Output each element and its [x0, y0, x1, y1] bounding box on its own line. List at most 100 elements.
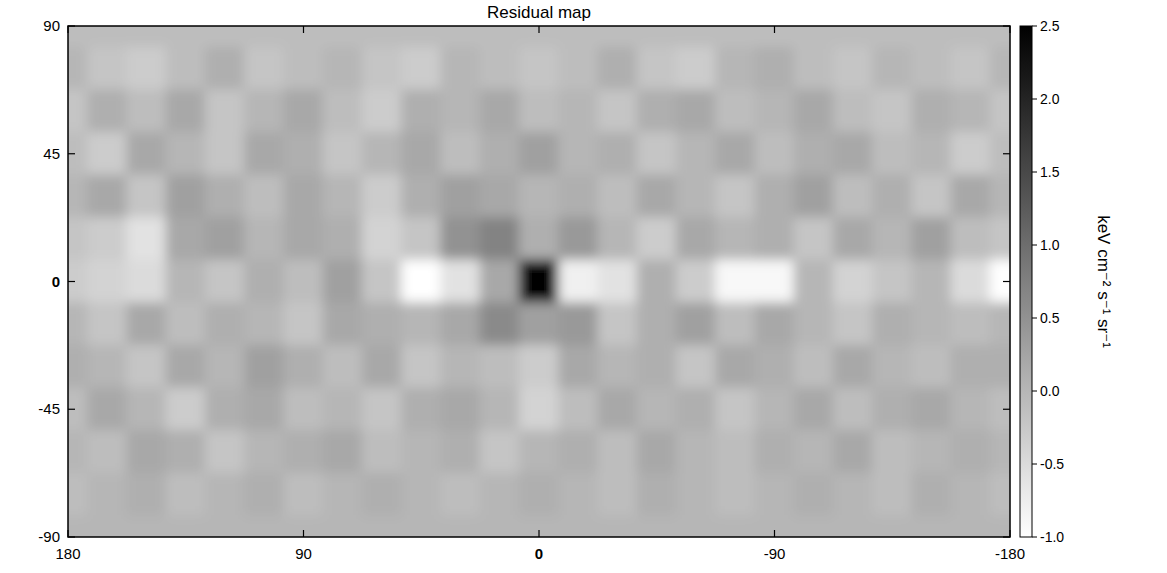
cell: [676, 302, 716, 346]
cell: [794, 89, 834, 133]
cell: [637, 430, 677, 474]
cell: [205, 515, 245, 537]
cell: [68, 430, 88, 474]
cell: [362, 515, 402, 537]
cell: [558, 26, 598, 48]
cell: [911, 175, 951, 219]
cell: [205, 132, 245, 176]
cell: [323, 387, 363, 431]
cell: [715, 430, 755, 474]
cell: [126, 473, 166, 517]
cell: [951, 302, 991, 346]
colorbar-label: keV cm⁻² s⁻¹ sr⁻¹: [1094, 215, 1113, 348]
cell: [401, 302, 441, 346]
cell: [637, 387, 677, 431]
cell: [519, 89, 559, 133]
cell: [440, 175, 480, 219]
colorbar-tick-label: 1.5: [1040, 164, 1060, 180]
cell: [87, 217, 127, 261]
cell: [244, 430, 284, 474]
cell: [440, 345, 480, 389]
cell: [794, 217, 834, 261]
x-tick: [1009, 26, 1010, 33]
cell: [951, 47, 991, 91]
cell: [558, 260, 598, 304]
cell: [637, 47, 677, 91]
cell: [205, 217, 245, 261]
cell: [597, 260, 637, 304]
cell: [68, 26, 88, 48]
cell: [323, 175, 363, 219]
cell: [362, 175, 402, 219]
cell: [283, 387, 323, 431]
cell: [323, 132, 363, 176]
cell: [911, 26, 951, 48]
cell: [166, 515, 206, 537]
y-tick: [1003, 409, 1010, 410]
cell: [637, 26, 677, 48]
cell: [833, 260, 873, 304]
cell: [283, 473, 323, 517]
cell: [401, 260, 441, 304]
cell: [87, 345, 127, 389]
cell: [244, 89, 284, 133]
cell: [794, 175, 834, 219]
cell: [126, 26, 166, 48]
cell: [205, 345, 245, 389]
cell: [126, 302, 166, 346]
cell: [87, 175, 127, 219]
x-tick: [774, 530, 775, 537]
cell: [362, 473, 402, 517]
cell: [637, 217, 677, 261]
cell: [244, 175, 284, 219]
cell: [480, 47, 520, 91]
cell: [87, 473, 127, 517]
cell: [676, 47, 716, 91]
cell: [323, 217, 363, 261]
cell: [205, 473, 245, 517]
cell: [794, 302, 834, 346]
cell: [558, 217, 598, 261]
cell: [676, 473, 716, 517]
cell: [126, 387, 166, 431]
cell: [283, 345, 323, 389]
cell: [68, 260, 88, 304]
cell: [480, 302, 520, 346]
cell: [597, 175, 637, 219]
cell: [362, 430, 402, 474]
cell: [990, 473, 1010, 517]
cell: [323, 26, 363, 48]
cell: [401, 26, 441, 48]
cell: [166, 430, 206, 474]
cell: [754, 47, 794, 91]
cell: [754, 260, 794, 304]
cell: [244, 217, 284, 261]
cell: [323, 302, 363, 346]
cell: [166, 47, 206, 91]
plot-frame: [68, 26, 1010, 537]
cell: [87, 302, 127, 346]
y-tick: [68, 281, 75, 282]
cell: [440, 387, 480, 431]
cell: [401, 430, 441, 474]
cell: [519, 515, 559, 537]
cell: [990, 302, 1010, 346]
x-tick: [67, 26, 68, 33]
cell: [205, 89, 245, 133]
y-tick: [68, 536, 75, 537]
cell: [951, 515, 991, 537]
cell: [872, 515, 912, 537]
cell: [87, 430, 127, 474]
cell: [597, 89, 637, 133]
cell: [794, 387, 834, 431]
cell: [283, 260, 323, 304]
cell: [754, 175, 794, 219]
cell: [362, 26, 402, 48]
y-tick: [1003, 153, 1010, 154]
cell: [951, 387, 991, 431]
cell: [205, 387, 245, 431]
cell: [597, 302, 637, 346]
cell: [68, 515, 88, 537]
cell: [911, 473, 951, 517]
cell: [715, 217, 755, 261]
